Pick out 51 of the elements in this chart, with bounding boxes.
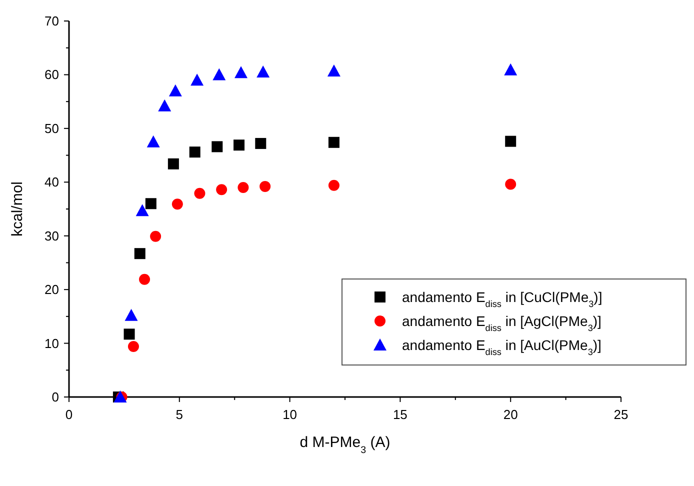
y-tick-label: 30: [44, 228, 59, 244]
y-tick-label: 70: [44, 14, 59, 28]
point: [505, 136, 516, 147]
point: [234, 140, 245, 151]
point: [172, 198, 183, 210]
x-tick-label: 10: [282, 407, 298, 422]
point: [505, 178, 516, 190]
point: [216, 184, 228, 196]
point: [328, 136, 340, 148]
point: [212, 68, 226, 80]
x-axis-title: d M-PMe$_{3}$ (A): [300, 434, 390, 456]
legend-label: andamento E$_{diss}$ in [AuCl(PMe$_{3}$)]: [402, 337, 602, 357]
point: [328, 180, 340, 191]
point: [256, 66, 270, 78]
y-tick-label: 20: [44, 282, 59, 298]
point: [158, 99, 172, 112]
y-tick-label: 40: [44, 174, 59, 190]
point: [124, 328, 135, 340]
point: [255, 138, 266, 149]
x-tick-label: 25: [614, 407, 628, 422]
point: [260, 180, 271, 192]
point: [238, 182, 249, 194]
point: [128, 341, 139, 352]
point: [168, 84, 182, 96]
y-tick-label: 10: [44, 336, 59, 351]
x-tick-label: 5: [176, 407, 184, 422]
point: [327, 64, 340, 76]
point: [189, 146, 200, 158]
x-tick-label: 0: [65, 407, 73, 422]
point: [150, 230, 162, 242]
y-tick-label: 50: [44, 120, 59, 136]
x-tick-label: 20: [503, 407, 518, 422]
point: [134, 248, 146, 260]
point: [212, 141, 223, 152]
legend-label: andamento E$_{diss}$ in [AgCl(PMe$_{3}$)]: [402, 313, 602, 333]
point: [234, 66, 248, 78]
legend-label: andamento E$_{diss}$ in [CuCl(PMe$_{3}$)]: [402, 289, 602, 309]
point: [146, 135, 160, 148]
y-axis-title: kcal/mol: [9, 181, 26, 237]
point: [139, 274, 150, 285]
point: [504, 63, 518, 76]
point: [145, 198, 156, 210]
x-tick-label: 15: [392, 407, 408, 422]
y-tick-label: 0: [52, 390, 59, 404]
point: [194, 188, 206, 199]
y-tick-label: 60: [44, 67, 59, 82]
point: [136, 204, 149, 216]
point: [114, 390, 127, 402]
point: [124, 308, 138, 321]
point: [190, 74, 204, 86]
point: [168, 158, 179, 170]
